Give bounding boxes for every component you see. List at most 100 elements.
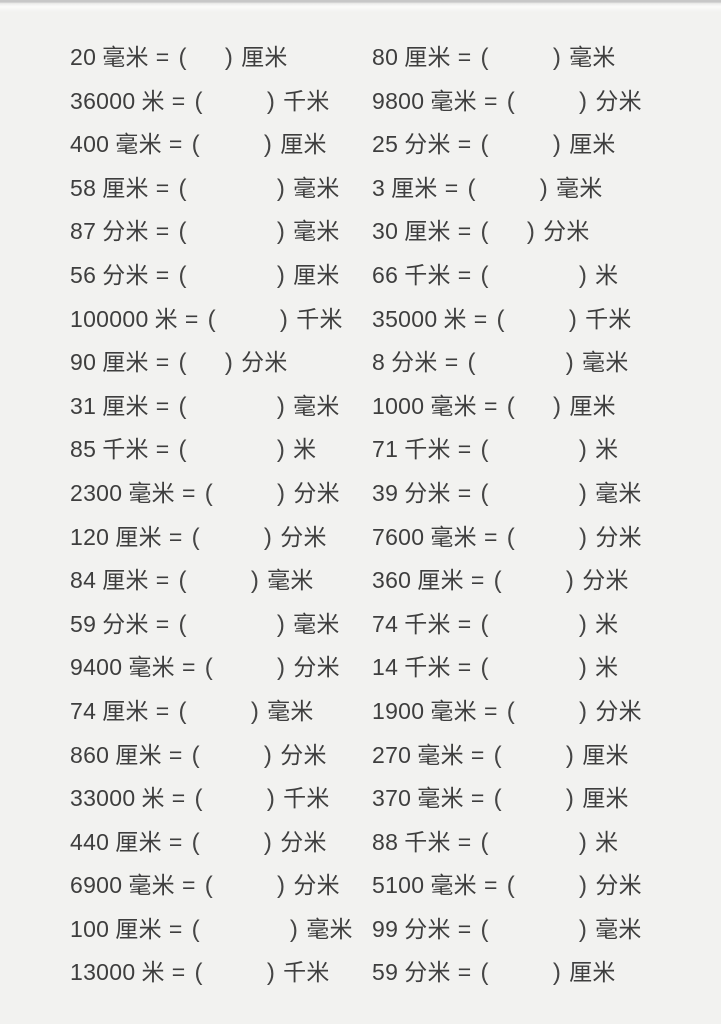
answer-blank [203,974,267,975]
problem: 84 厘米 = () 毫米 [70,559,372,603]
paren-open: ( [178,44,187,71]
problem-from-unit: 米 [141,785,165,812]
problem-value: 7600 [372,523,425,550]
answer-blank [476,189,540,190]
paren-open: ( [467,174,476,202]
problem-to-unit: 千米 [296,305,343,332]
answer-blank [515,538,579,539]
paren-close: ) [578,261,588,289]
problem-to-unit: 毫米 [582,349,629,376]
problem-from-unit: 分米 [404,479,451,506]
equals-sign: = [444,174,459,201]
problem-value: 20 [70,44,97,70]
equals-sign: = [155,392,170,419]
problem-value: 370 [372,785,412,812]
equals-sign: = [155,174,170,201]
answer-blank [200,146,264,147]
problem-value: 87 [70,218,97,245]
paren-open: ( [178,567,187,595]
problem-from-unit: 厘米 [115,915,162,942]
paren-open: ( [204,654,214,682]
problem-to-unit: 分米 [543,218,590,245]
problem-from-unit: 厘米 [102,392,149,419]
equals-sign: = [483,697,498,724]
paren-close: ) [276,436,286,464]
answer-blank [489,625,579,626]
problem-from-unit: 毫米 [430,697,477,724]
paren-open: ( [178,436,187,464]
problem: 31 厘米 = () 毫米 [70,385,372,429]
problem-to-unit: 毫米 [569,44,616,70]
problem-value: 860 [70,741,110,768]
answer-blank [515,887,579,888]
paren-open: ( [493,567,502,595]
problem-from-unit: 厘米 [115,523,162,550]
problem-from-unit: 厘米 [102,349,149,376]
paren-close: ) [579,87,588,115]
equals-sign: = [457,44,472,70]
paren-open: ( [480,261,489,289]
worksheet-row: 59 分米 =() 毫米 74 千米 =() 米 [70,603,721,647]
problem-from-unit: 米 [154,305,178,332]
problem: 100000 米 = () 千米 [70,298,372,342]
problem-value: 440 [70,828,110,855]
problem: 25 分米 = () 厘米 [372,123,721,167]
problem: 71 千米 = () 米 [372,428,721,472]
problem-from-unit: 毫米 [128,872,175,899]
equals-sign: = [470,785,485,812]
problem: 120 厘米 = () 分米 [70,516,372,560]
answer-blank [489,843,579,844]
paren-open: ( [506,392,516,420]
problem-to-unit: 米 [595,828,619,855]
problem-from-unit: 厘米 [417,567,464,594]
equals-sign: = [155,349,170,376]
answer-blank [489,494,579,495]
answer-blank [489,669,579,670]
equals-sign: = [168,915,183,942]
problem-from-unit: 米 [141,959,165,986]
problem: 99 分米 = () 毫米 [372,908,721,952]
paren-close: ) [565,785,575,813]
problem: 360 厘米 = () 分米 [372,559,721,603]
answer-blank [502,756,566,757]
problem-value: 99 [372,915,399,942]
problem-value: 33000 [70,785,136,812]
paren-close: ) [289,915,299,943]
problem-to-unit: 厘米 [569,392,616,419]
problem-value: 59 [372,959,399,986]
answer-blank [216,320,280,321]
problem-from-unit: 厘米 [115,828,162,855]
paren-open: ( [480,654,489,682]
problem-to-unit: 分米 [241,349,288,376]
answer-blank [187,582,251,583]
problem-value: 14 [372,654,399,681]
paren-open: ( [191,131,200,159]
problem-from-unit: 分米 [404,131,451,158]
problem-to-unit: 厘米 [241,44,288,70]
problem-from-unit: 厘米 [102,567,149,594]
paren-close: ) [539,174,549,202]
answer-blank [489,451,579,452]
problem: 3 厘米 = () 毫米 [372,167,721,211]
problem-value: 80 [372,44,399,70]
problem-value: 31 [70,392,97,419]
equals-sign: = [457,610,472,637]
paren-close: ) [266,785,276,813]
problem-value: 100000 [70,305,149,332]
answer-blank [187,233,277,234]
problem: 74 千米 = () 米 [372,603,721,647]
answer-blank [203,102,267,103]
problem: 39 分米 = () 毫米 [372,472,721,516]
problem-value: 35000 [372,305,438,332]
answer-blank [203,800,267,801]
problem-to-unit: 厘米 [582,785,629,812]
paren-open: ( [506,87,516,115]
equals-sign: = [181,872,196,899]
problem-to-unit: 厘米 [569,131,616,158]
equals-sign: = [483,523,498,550]
problem-value: 13000 [70,959,136,986]
problem: 8 分米 = () 毫米 [372,341,721,385]
problem-to-unit: 厘米 [280,131,327,158]
problem-value: 90 [70,349,97,376]
problem-from-unit: 厘米 [404,218,451,245]
